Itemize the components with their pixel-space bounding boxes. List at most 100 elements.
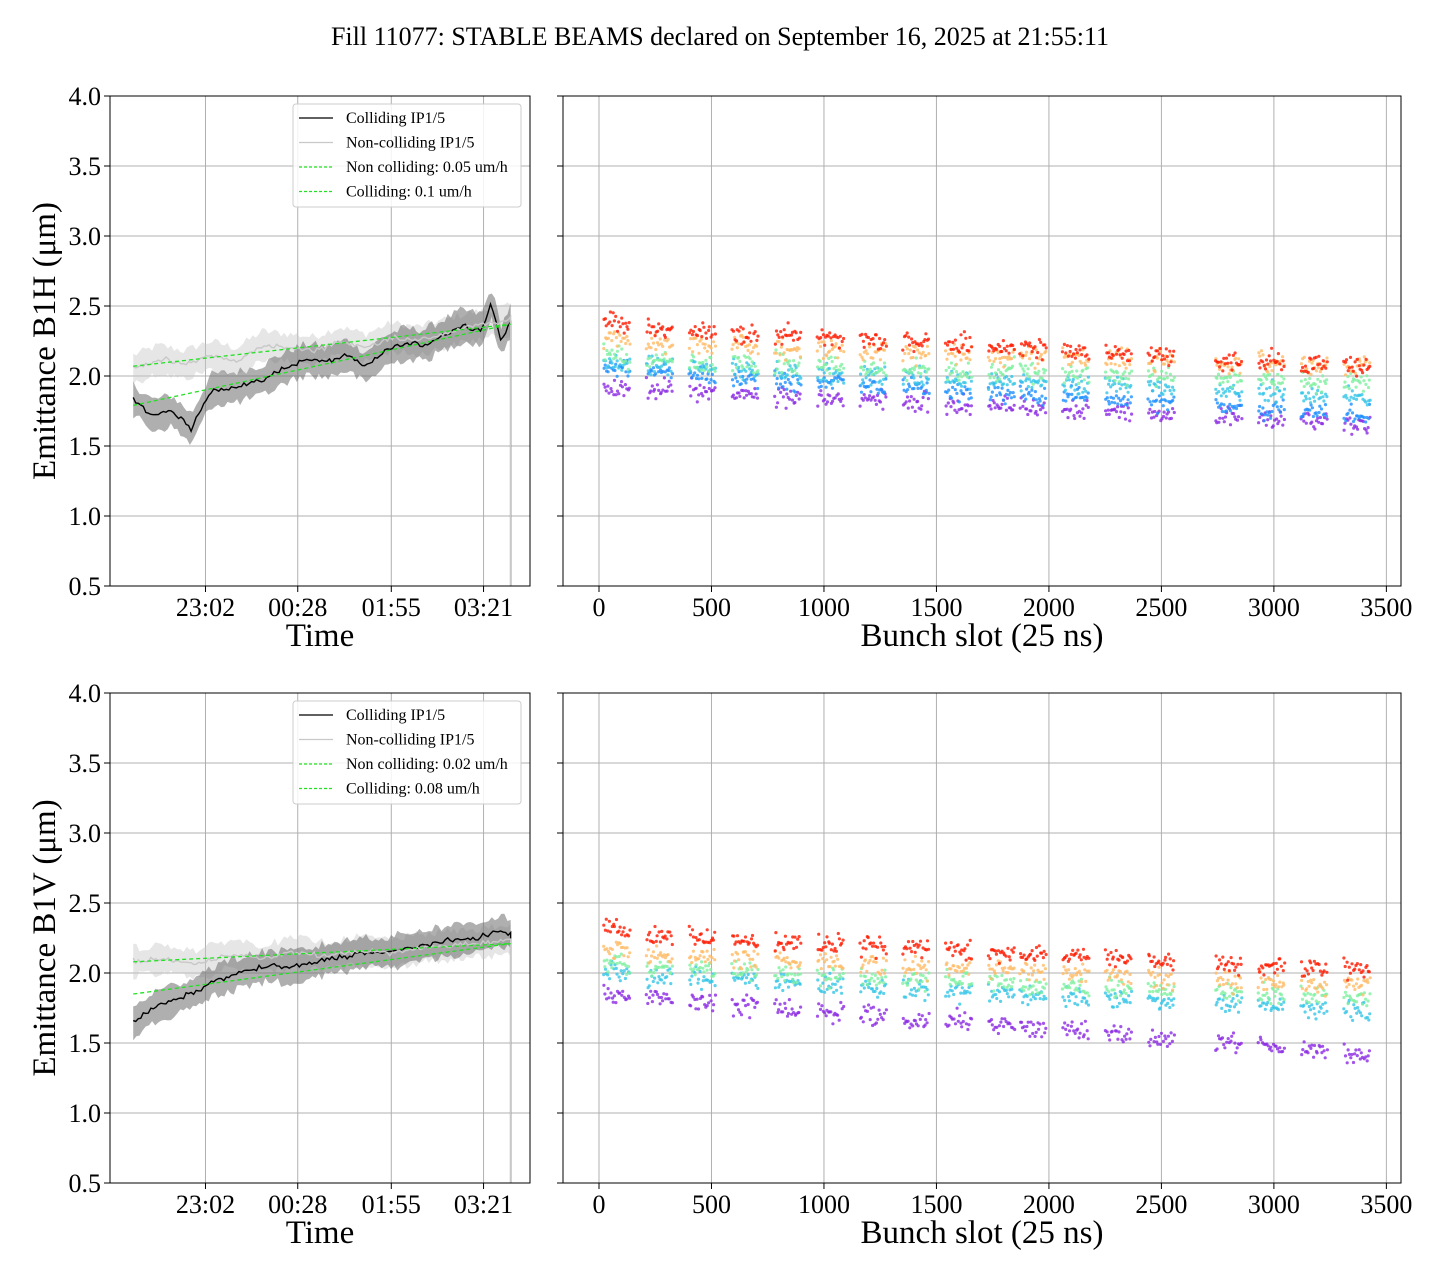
b1h_bunch-point xyxy=(1011,391,1015,395)
b1v_bunch-point xyxy=(904,981,908,985)
b1h_bunch-point xyxy=(749,364,754,368)
b1v_bunch-point xyxy=(1224,981,1229,986)
b1v_bunch-point xyxy=(868,1018,872,1022)
b1h_bunch-point xyxy=(1032,396,1036,401)
b1v_bunch-point xyxy=(916,980,920,984)
b1v_bunch-point xyxy=(1041,956,1045,960)
b1h_bunch-point xyxy=(952,347,956,351)
b1h_bunch-point xyxy=(827,366,832,371)
b1v_bunch-point xyxy=(1230,999,1234,1003)
b1v_bunch-point xyxy=(1218,997,1222,1001)
b1h_bunch-point xyxy=(1086,405,1090,409)
b1h_bunch-point xyxy=(701,321,705,325)
b1v_bunch-point xyxy=(1022,953,1026,957)
b1h_bunch-point xyxy=(909,375,914,380)
b1h_bunch-point xyxy=(774,351,779,355)
b1v_bunch-point xyxy=(859,1015,864,1019)
b1h_bunch-point xyxy=(1165,376,1169,380)
b1v_bunch-point xyxy=(1345,985,1349,989)
b1h_bunch-point xyxy=(787,359,792,363)
b1h_bunch-point xyxy=(1325,395,1329,399)
b1h_bunch-point xyxy=(951,340,955,344)
b1v_bunch-point xyxy=(1013,1027,1017,1032)
b1h_bunch-point xyxy=(1266,362,1270,366)
b1v_bunch-point xyxy=(1306,972,1310,976)
b1v_bunch-point xyxy=(821,946,825,950)
b1h_bunch-point xyxy=(785,392,789,396)
b1h_bunch-point xyxy=(1160,398,1164,402)
b1v_bunch-layer-4 xyxy=(602,917,1371,982)
b1h_bunch-point xyxy=(651,341,656,345)
b1v_bunch-point xyxy=(704,964,708,968)
b1v_bunch-point xyxy=(627,996,632,1000)
b1v_bunch-point xyxy=(621,972,625,976)
b1v_bunch-point xyxy=(833,946,837,951)
b1v_bunch-point xyxy=(839,985,843,989)
b1h_bunch-point xyxy=(1303,378,1307,382)
b1h_bunch-point xyxy=(778,353,782,357)
b1v_bunch-point xyxy=(1002,1024,1006,1029)
b1h_bunch-point xyxy=(926,397,931,401)
b1h_bunch-point xyxy=(799,376,803,380)
b1h_bunch-point xyxy=(1029,409,1033,413)
b1h_time-ytick-label: 4.0 xyxy=(69,82,102,111)
b1v_bunch-point xyxy=(756,967,760,972)
b1v_bunch-point xyxy=(1323,1001,1327,1005)
b1h_bunch-point xyxy=(840,371,844,375)
b1v_bunch-point xyxy=(884,1008,889,1012)
b1h_bunch-point xyxy=(952,380,956,384)
b1v_bunch-point xyxy=(654,990,659,994)
b1v_bunch-point xyxy=(1007,983,1011,987)
b1h_bunch-point xyxy=(1065,407,1069,411)
b1h_bunch-point xyxy=(753,379,757,383)
b1h_bunch-point xyxy=(998,357,1002,361)
b1h_bunch-point xyxy=(734,362,738,367)
b1v_bunch-point xyxy=(1274,983,1278,987)
b1h_bunch-point xyxy=(653,370,657,374)
b1h_bunch-point xyxy=(1278,362,1282,366)
b1v_bunch-point xyxy=(602,973,606,977)
b1v-time-xlabel: Time xyxy=(286,1215,354,1251)
b1v_bunch-point xyxy=(743,981,748,985)
b1v_bunch-point xyxy=(689,967,693,971)
b1v_bunch-point xyxy=(952,1017,956,1021)
b1h_bunch-point xyxy=(1084,389,1088,393)
b1v_bunch-point xyxy=(1155,984,1159,988)
b1h_bunch-point xyxy=(713,386,717,390)
b1v_bunch-xtick-label: 0 xyxy=(592,1190,605,1219)
b1v_bunch-point xyxy=(1159,1031,1163,1035)
b1h_time-legend-label: Non-colliding IP1/5 xyxy=(346,135,474,152)
b1h_bunch-point xyxy=(1361,389,1365,393)
b1v_bunch-point xyxy=(1312,1043,1317,1048)
b1v_bunch-point xyxy=(1350,962,1354,966)
b1v_bunch-point xyxy=(949,967,953,971)
b1h_bunch-point xyxy=(1277,419,1281,423)
b1v_bunch-point xyxy=(864,947,868,951)
b1v_bunch-point xyxy=(879,990,883,994)
b1h_bunch-point xyxy=(861,358,865,362)
b1h_bunch-point xyxy=(1012,381,1017,386)
b1h_bunch-point xyxy=(860,382,864,386)
b1v_bunch-point xyxy=(1257,970,1262,974)
b1v_bunch-point xyxy=(1323,994,1327,998)
b1v_bunch-point xyxy=(1031,984,1035,988)
b1v_bunch-point xyxy=(612,994,617,998)
b1h_bunch-point xyxy=(836,379,840,384)
b1h_bunch-point xyxy=(1263,367,1268,371)
b1h_bunch-point xyxy=(957,378,961,382)
b1h_bunch-point xyxy=(755,396,760,400)
b1v_bunch-point xyxy=(1226,960,1230,964)
b1h_bunch-point xyxy=(1355,374,1359,378)
b1h_bunch-point xyxy=(710,372,714,376)
b1h_bunch-point xyxy=(667,366,672,370)
b1v_bunch-point xyxy=(1281,969,1285,973)
b1v_bunch-point xyxy=(657,975,661,979)
b1v_bunch-point xyxy=(1234,1051,1238,1055)
b1h_bunch-point xyxy=(1266,399,1270,403)
b1h_bunch-point xyxy=(1064,351,1068,355)
b1h_bunch-point xyxy=(1119,403,1123,407)
b1v_bunch-point xyxy=(753,1005,757,1010)
b1h_bunch-point xyxy=(1087,380,1091,384)
b1h_bunch-point xyxy=(782,362,786,366)
b1v_bunch-point xyxy=(1366,1054,1370,1058)
